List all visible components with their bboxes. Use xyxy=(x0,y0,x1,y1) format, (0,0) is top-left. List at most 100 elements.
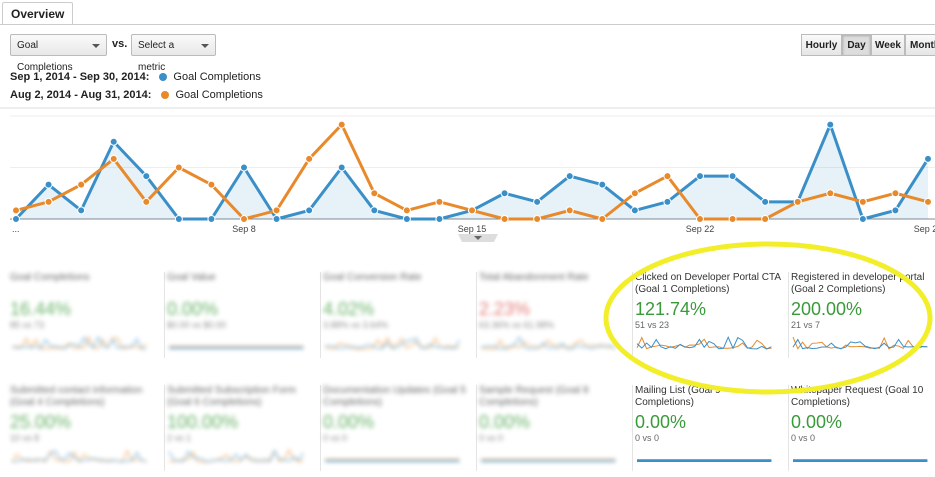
granularity-button[interactable]: Hourly xyxy=(801,34,842,56)
data-point xyxy=(77,180,86,189)
data-point xyxy=(728,215,737,223)
sparkline xyxy=(481,459,616,462)
data-point xyxy=(109,137,118,146)
scorecard-title: Mailing List (Goal 9 Completions) xyxy=(635,385,721,408)
data-point xyxy=(207,215,216,223)
scorecard: Clicked on Developer Portal CTA (Goal 1 … xyxy=(632,272,782,358)
scorecard-sub: 2 vs 1 xyxy=(167,433,192,443)
legend-label: Goal Completions xyxy=(175,89,263,101)
data-point xyxy=(696,215,704,223)
x-tick-label: Sep 22 xyxy=(686,224,715,234)
data-point xyxy=(924,197,932,206)
sparkline xyxy=(792,336,928,350)
scorecard-body: Total Abandonment Rate 2.23% 63.36% vs 61.… xyxy=(479,272,626,351)
data-point xyxy=(468,206,476,215)
scorecard: Goal Conversion Rate 4.02% 3.88% vs 3.64% xyxy=(320,272,470,358)
scorecard-value: 0.00% xyxy=(323,412,375,432)
scorecard-sub: 0 vs 0 xyxy=(635,433,660,443)
data-point xyxy=(598,180,607,189)
data-point xyxy=(174,163,183,172)
scorecard-value: 25.00% xyxy=(10,412,72,432)
scorecard: Sample Request (Goal 8 Completions) 0.00%… xyxy=(476,385,626,471)
sparkline xyxy=(11,449,147,464)
data-point xyxy=(435,215,444,223)
data-point xyxy=(858,197,867,206)
sparkline xyxy=(168,449,304,463)
x-tick-label: Sep 29 xyxy=(914,224,935,234)
scorecard-body: Registered in developer portal (Goal 2 C… xyxy=(791,272,935,351)
data-point xyxy=(565,172,574,181)
sparkline-line xyxy=(168,449,304,463)
data-point xyxy=(826,189,835,198)
data-point xyxy=(793,197,802,206)
scorecard-sub: 0 vs 0 xyxy=(791,433,816,443)
tab-border xyxy=(0,24,935,25)
legend-row: Aug 2, 2014 - Aug 31, 2014: Goal Completi… xyxy=(10,89,263,101)
scorecard-title: Clicked on Developer Portal CTA (Goal 1 … xyxy=(635,272,781,295)
granularity-button[interactable]: Day xyxy=(842,34,871,56)
legend-period: Sep 1, 2014 - Sep 30, 2014: xyxy=(10,71,150,83)
sparkline-line xyxy=(11,335,147,350)
scorecard-title: Goal Value xyxy=(167,272,216,283)
data-point xyxy=(402,215,411,223)
x-tick-label: ... xyxy=(12,224,20,234)
data-point xyxy=(500,189,509,198)
granularity-button[interactable]: Month xyxy=(905,34,935,56)
scorecard-sub: 3.88% vs 3.64% xyxy=(323,320,389,330)
scorecard: Mailing List (Goal 9 Completions) 0.00% 0 … xyxy=(632,385,782,471)
data-point xyxy=(533,197,542,206)
scorecard-title: Goal Conversion Rate xyxy=(323,272,422,283)
data-point xyxy=(728,172,737,181)
granularity-button[interactable]: Week xyxy=(871,34,905,56)
legend-period: Aug 2, 2014 - Aug 31, 2014: xyxy=(10,89,152,101)
scorecard-body: Whitepaper Request (Goal 10 Completions)… xyxy=(791,385,935,464)
sparkline xyxy=(480,336,616,350)
scorecard-body: Goal Conversion Rate 4.02% 3.88% vs 3.64% xyxy=(323,272,470,351)
scorecard-title: Submitted contact information (Goal 4 Co… xyxy=(10,385,143,408)
data-point xyxy=(370,206,379,215)
vs-label: vs. xyxy=(112,38,128,50)
scorecard-title: Documentation Updates (Goal 5 Completion… xyxy=(323,385,466,408)
data-point xyxy=(565,206,574,215)
data-point xyxy=(44,180,53,189)
scorecard-value: 4.02% xyxy=(323,299,375,319)
data-point xyxy=(663,197,672,206)
data-point xyxy=(174,215,183,223)
sparkline-line xyxy=(480,339,616,350)
secondary-metric-dropdown[interactable]: Select a metric xyxy=(131,34,216,73)
scorecard-value: 0.00% xyxy=(791,412,843,432)
data-point xyxy=(435,197,444,206)
sparkline-line xyxy=(792,338,928,350)
legend-swatch xyxy=(159,73,168,81)
data-point xyxy=(305,206,314,215)
scorecard: Whitepaper Request (Goal 10 Completions)… xyxy=(788,385,935,471)
scorecard-sub: 85 vs 73 xyxy=(10,320,45,330)
x-tick-label: Sep 15 xyxy=(458,224,487,234)
scorecard: Registered in developer portal (Goal 2 C… xyxy=(788,272,935,358)
data-point xyxy=(272,206,281,215)
scorecard-sub: 51 vs 23 xyxy=(635,320,670,330)
handle-arrow xyxy=(474,236,482,240)
sparkline-line xyxy=(11,450,147,463)
data-point xyxy=(337,163,346,172)
scorecard-value: 0.00% xyxy=(479,412,531,432)
scorecard-value: 200.00% xyxy=(791,299,863,319)
primary-metric-dropdown[interactable]: Goal Completions xyxy=(10,34,107,73)
scorecard-body: Clicked on Developer Portal CTA (Goal 1 … xyxy=(635,272,782,351)
scorecard-sub: 0 vs 0 xyxy=(479,433,504,443)
data-point xyxy=(44,197,53,206)
sparkline xyxy=(637,459,772,462)
data-point xyxy=(12,215,20,223)
scorecard: Submitted Subscription Form (Goal 6 Comp… xyxy=(164,385,314,471)
scorecard-body: Documentation Updates (Goal 5 Completion… xyxy=(323,385,470,464)
scorecard-title: Registered in developer portal (Goal 2 C… xyxy=(791,272,925,295)
data-point xyxy=(826,120,835,129)
data-point xyxy=(142,172,151,181)
data-point xyxy=(402,206,411,215)
scorecard: Goal Value 0.00% $0.00 vs $0.00 xyxy=(164,272,314,358)
data-point xyxy=(891,189,900,198)
overview-tab[interactable]: Overview xyxy=(2,2,74,25)
scorecard: Goal Completions 16.44% 85 vs 73 xyxy=(8,272,158,358)
